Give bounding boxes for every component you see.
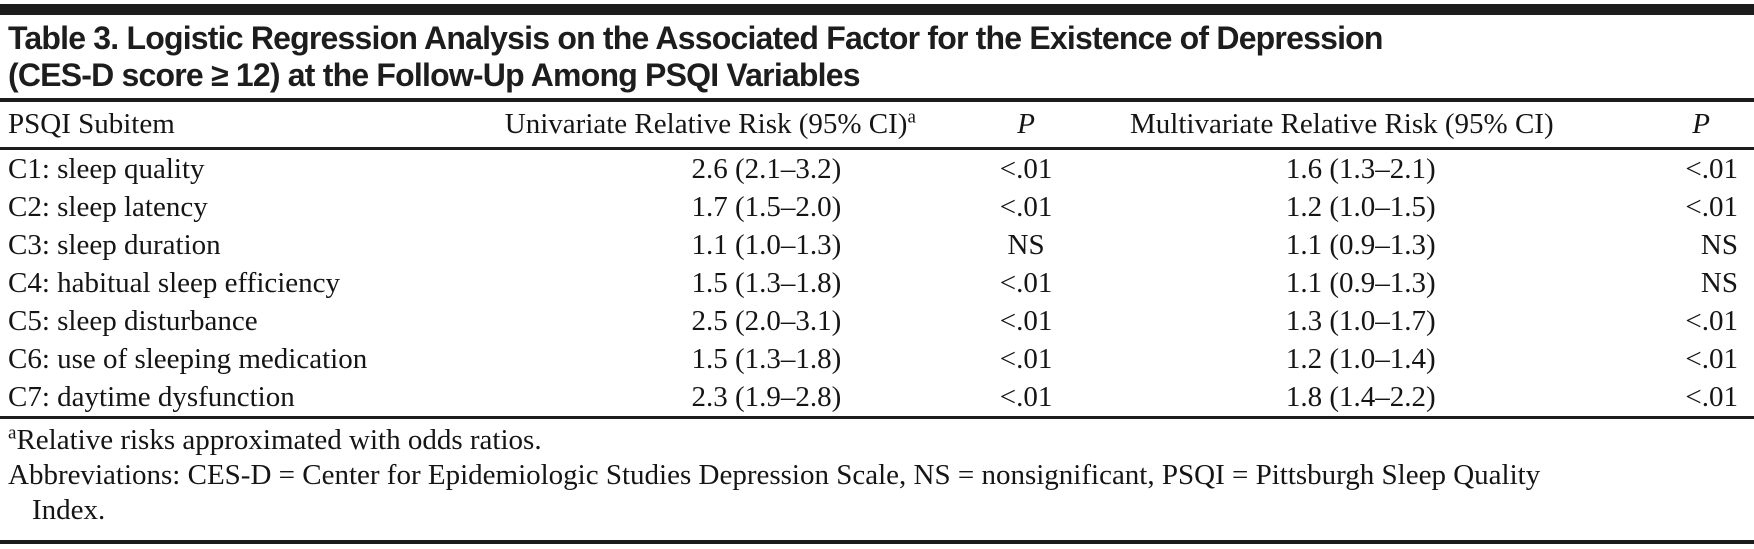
results-table: PSQI Subitem Univariate Relative Risk (9… xyxy=(0,102,1754,419)
cell-subitem: C4: habitual sleep efficiency xyxy=(8,266,341,299)
bottom-rule xyxy=(0,540,1754,544)
cell-multivariate-rr: 1.3 (1.0–1.7) xyxy=(1285,304,1436,337)
top-rule xyxy=(0,4,1754,15)
footnote-a-marker: a xyxy=(8,422,17,444)
table-row: C6: use of sleeping medication 1.5 (1.3–… xyxy=(0,340,1754,378)
header-p-multivariate: P xyxy=(1578,102,1754,150)
table-title: Table 3. Logistic Regression Analysis on… xyxy=(8,20,1748,94)
cell-univariate-rr: 2.5 (2.0–3.1) xyxy=(691,304,842,337)
cell-multivariate-rr: 1.1 (0.9–1.3) xyxy=(1285,266,1436,299)
table-row: C2: sleep latency 1.7 (1.5–2.0) <.01 1.2… xyxy=(0,188,1754,226)
header-p-univariate: P xyxy=(947,102,1106,150)
footnotes: aRelative risks approximated with odds r… xyxy=(8,423,1746,528)
cell-univariate-rr: 1.1 (1.0–1.3) xyxy=(691,228,842,261)
cell-p-multivariate: NS xyxy=(1700,228,1738,261)
cell-p-multivariate: <.01 xyxy=(1685,304,1738,337)
cell-p-multivariate: <.01 xyxy=(1685,380,1738,413)
table-title-line1: Table 3. Logistic Regression Analysis on… xyxy=(8,20,1383,56)
cell-p-univariate: <.01 xyxy=(999,152,1053,185)
table-row: C4: habitual sleep efficiency 1.5 (1.3–1… xyxy=(0,264,1754,302)
cell-p-univariate: <.01 xyxy=(999,190,1053,223)
cell-subitem: C6: use of sleeping medication xyxy=(8,342,368,375)
footnote-a-text: Relative risks approximated with odds ra… xyxy=(16,424,542,456)
title-rule xyxy=(0,98,1754,102)
cell-subitem: C2: sleep latency xyxy=(8,190,208,223)
cell-p-univariate: <.01 xyxy=(999,380,1053,413)
cell-multivariate-rr: 1.8 (1.4–2.2) xyxy=(1285,380,1436,413)
cell-subitem: C1: sleep quality xyxy=(8,152,205,185)
cell-p-multivariate: <.01 xyxy=(1685,152,1738,185)
cell-p-univariate: <.01 xyxy=(999,266,1053,299)
cell-multivariate-rr: 1.1 (0.9–1.3) xyxy=(1285,228,1436,261)
table-row: C7: daytime dysfunction 2.3 (1.9–2.8) <.… xyxy=(0,378,1754,418)
header-univariate-rr: Univariate Relative Risk (95% CI)a xyxy=(473,102,948,150)
footnote-a: aRelative risks approximated with odds r… xyxy=(8,423,1746,458)
footnote-abbreviations-line2: Index. xyxy=(32,494,106,526)
header-row: PSQI Subitem Univariate Relative Risk (9… xyxy=(0,102,1754,150)
table-title-line2: (CES-D score ≥ 12) at the Follow-Up Amon… xyxy=(8,57,861,93)
table-row: C5: sleep disturbance 2.5 (2.0–3.1) <.01… xyxy=(0,302,1754,340)
cell-univariate-rr: 1.5 (1.3–1.8) xyxy=(691,266,842,299)
cell-multivariate-rr: 1.6 (1.3–2.1) xyxy=(1285,152,1436,185)
table-row: C3: sleep duration 1.1 (1.0–1.3) NS 1.1 … xyxy=(0,226,1754,264)
cell-univariate-rr: 1.7 (1.5–2.0) xyxy=(691,190,842,223)
cell-p-multivariate: <.01 xyxy=(1685,342,1738,375)
table-row: C1: sleep quality 2.6 (2.1–3.2) <.01 1.6… xyxy=(0,149,1754,189)
cell-subitem: C5: sleep disturbance xyxy=(8,304,258,337)
cell-subitem: C7: daytime dysfunction xyxy=(8,380,295,413)
cell-p-univariate: NS xyxy=(1007,228,1045,261)
cell-p-multivariate: NS xyxy=(1700,266,1738,299)
cell-p-univariate: <.01 xyxy=(999,342,1053,375)
cell-multivariate-rr: 1.2 (1.0–1.5) xyxy=(1285,190,1436,223)
header-univariate-label: Univariate Relative Risk (95% CI) xyxy=(504,108,908,140)
header-multivariate-rr: Multivariate Relative Risk (95% CI) xyxy=(1105,102,1579,150)
header-univariate-footnote-marker: a xyxy=(907,106,916,128)
cell-univariate-rr: 2.3 (1.9–2.8) xyxy=(691,380,842,413)
cell-univariate-rr: 2.6 (2.1–3.2) xyxy=(691,152,842,185)
header-psqi-subitem: PSQI Subitem xyxy=(0,102,474,150)
cell-multivariate-rr: 1.2 (1.0–1.4) xyxy=(1285,342,1436,375)
cell-p-univariate: <.01 xyxy=(999,304,1053,337)
cell-p-multivariate: <.01 xyxy=(1685,190,1738,223)
cell-univariate-rr: 1.5 (1.3–1.8) xyxy=(691,342,842,375)
cell-subitem: C3: sleep duration xyxy=(8,228,221,261)
footnote-abbreviations-line1: Abbreviations: CES-D = Center for Epidem… xyxy=(8,459,1541,491)
